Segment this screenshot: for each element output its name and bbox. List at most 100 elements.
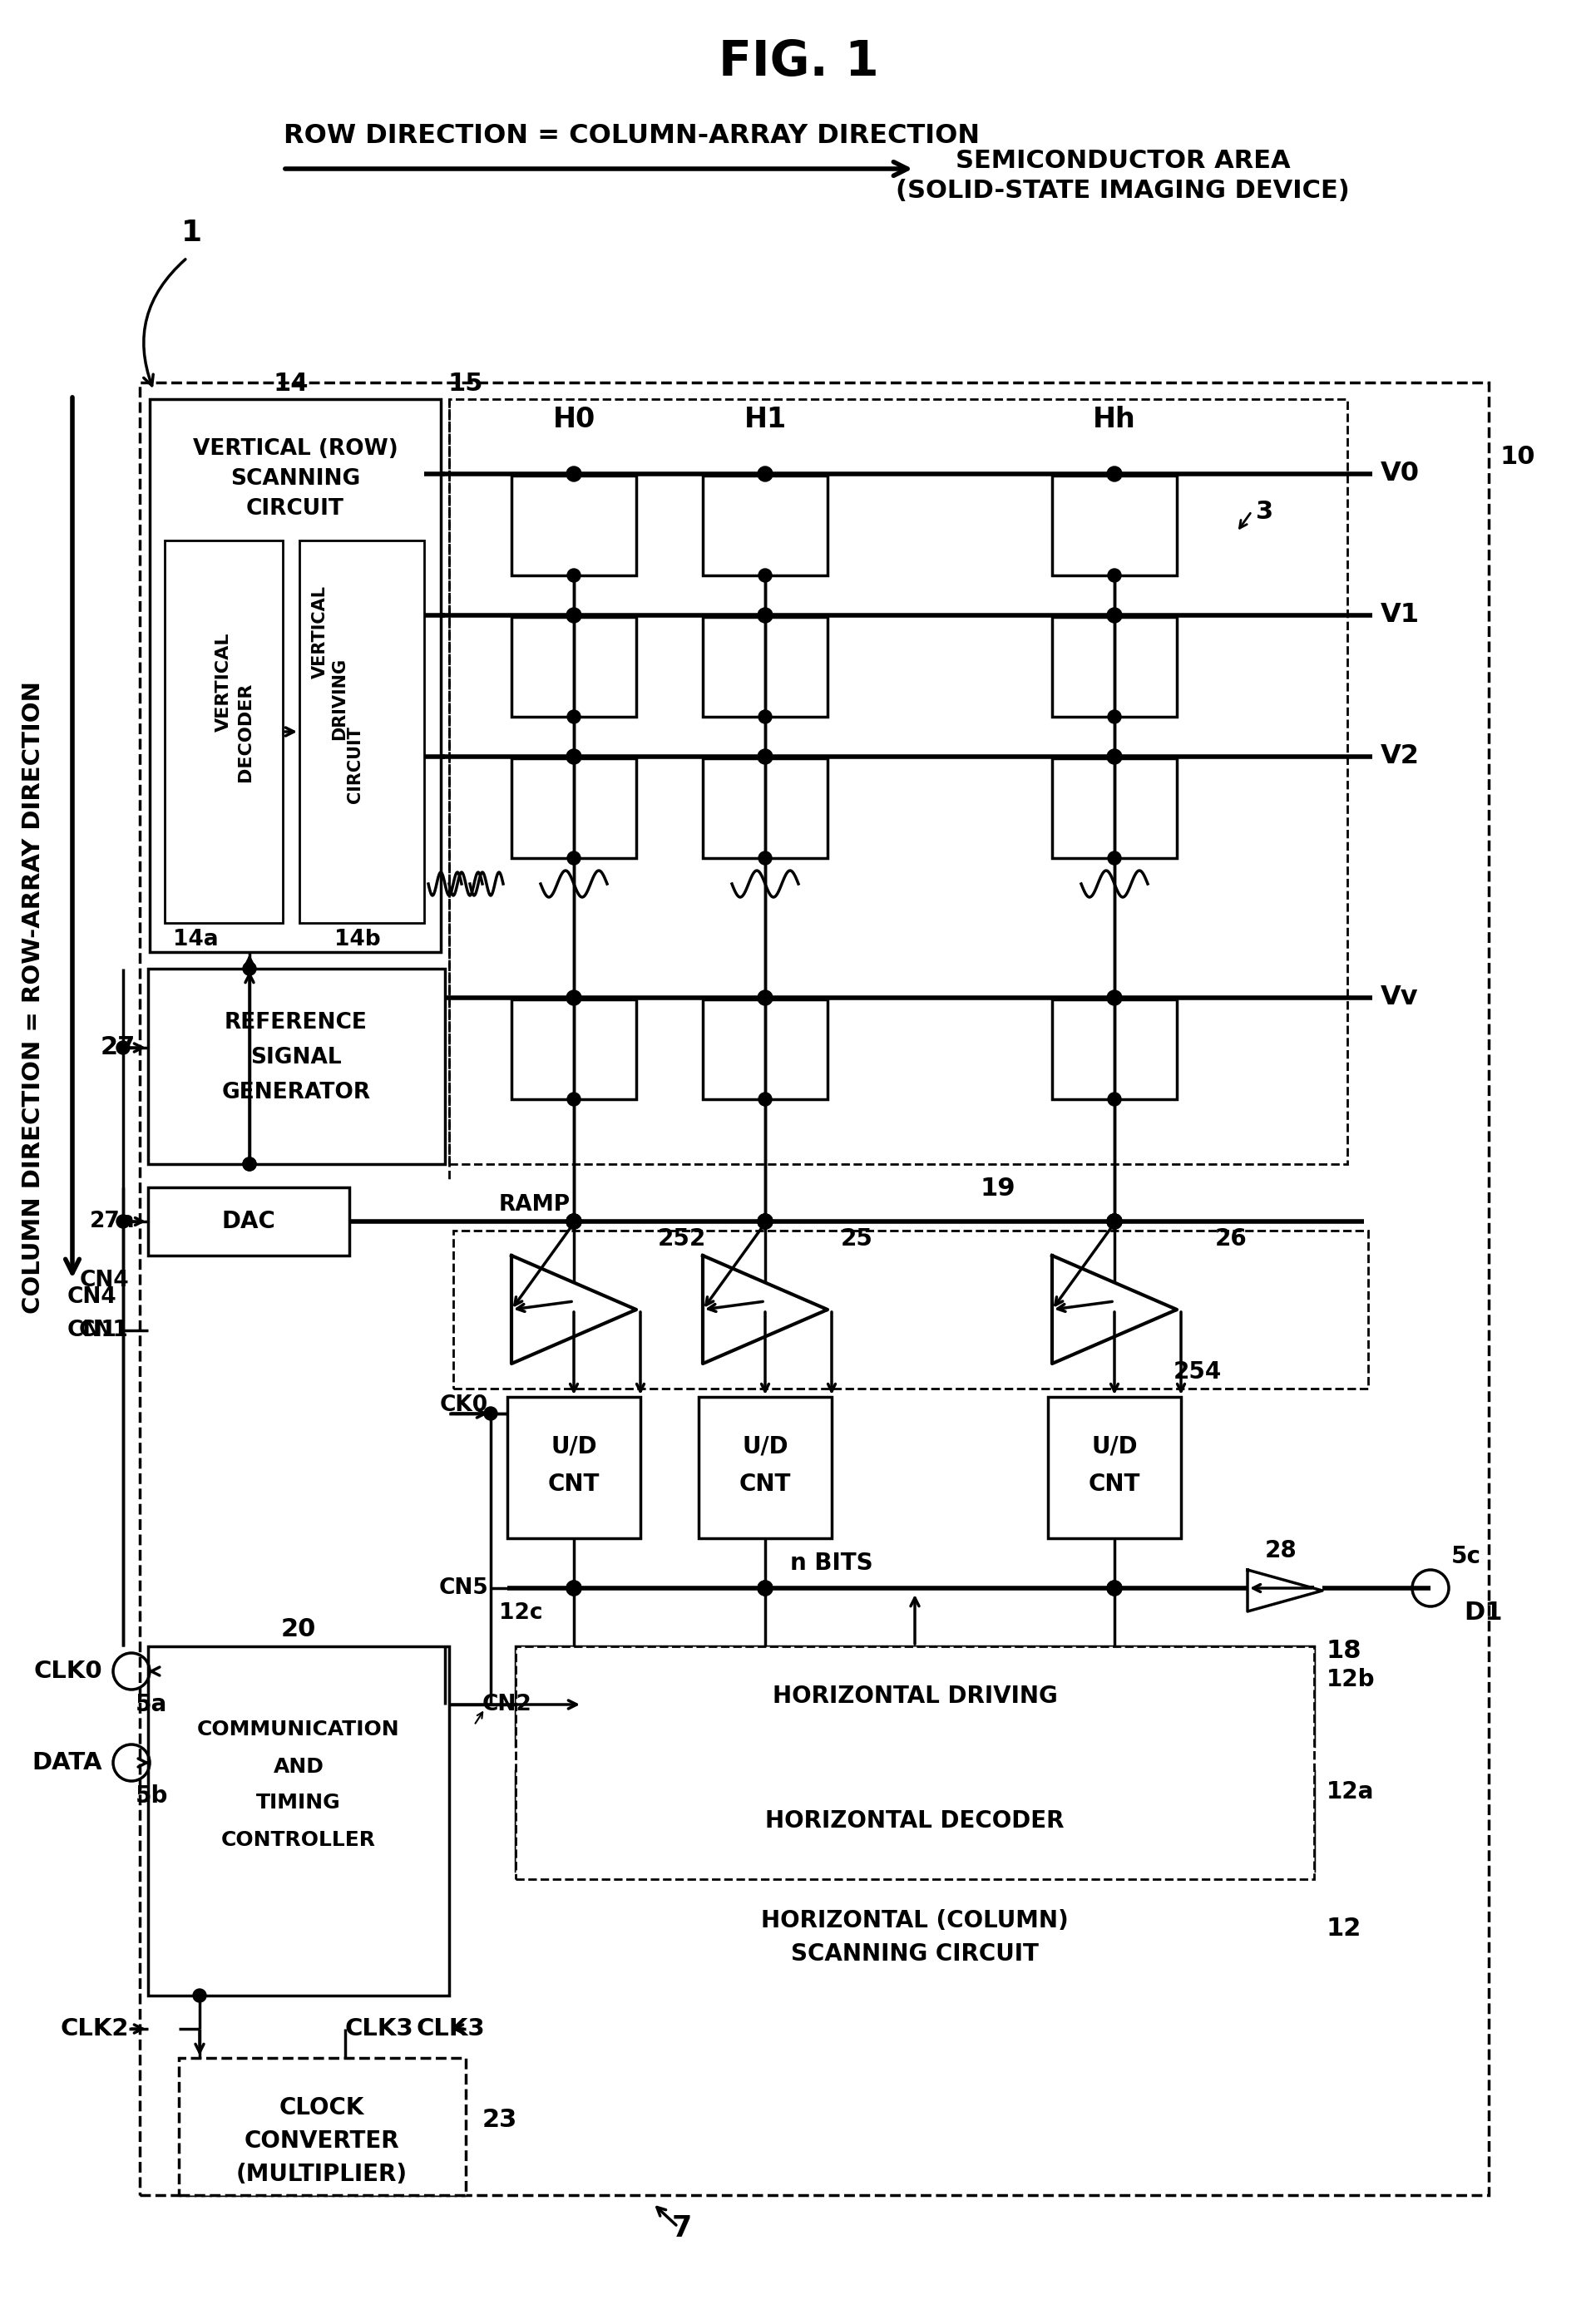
Bar: [699, 1397, 832, 1538]
Text: 5a: 5a: [136, 1692, 168, 1715]
Circle shape: [758, 711, 772, 723]
Text: 12a: 12a: [1326, 1780, 1374, 1803]
Bar: [148, 1188, 350, 1255]
Bar: [1049, 1397, 1181, 1538]
Text: TIMING: TIMING: [257, 1792, 342, 1813]
Bar: [516, 1645, 1314, 1880]
Bar: [164, 541, 282, 923]
Polygon shape: [702, 1255, 827, 1364]
Text: DATA: DATA: [32, 1750, 102, 1776]
Circle shape: [1108, 609, 1122, 623]
Bar: [702, 999, 827, 1099]
Text: 254: 254: [1173, 1360, 1223, 1383]
Circle shape: [758, 467, 772, 481]
Circle shape: [758, 1213, 772, 1229]
Text: CONVERTER: CONVERTER: [244, 2129, 399, 2152]
Circle shape: [1108, 748, 1122, 765]
Circle shape: [567, 990, 581, 1006]
Text: Hh: Hh: [1093, 407, 1136, 435]
Circle shape: [193, 1989, 206, 2003]
Text: CNT: CNT: [1088, 1473, 1141, 1497]
Text: 14: 14: [273, 372, 308, 395]
Circle shape: [1108, 711, 1120, 723]
Bar: [453, 1232, 1368, 1387]
Circle shape: [1108, 851, 1120, 865]
Polygon shape: [1052, 1255, 1176, 1364]
Circle shape: [567, 711, 581, 723]
Text: (MULTIPLIER): (MULTIPLIER): [236, 2164, 407, 2187]
Bar: [511, 616, 637, 716]
Circle shape: [484, 1406, 498, 1420]
Bar: [511, 999, 637, 1099]
Text: RAMP: RAMP: [500, 1195, 571, 1215]
Circle shape: [758, 1580, 772, 1597]
Text: 12b: 12b: [1326, 1669, 1376, 1692]
Circle shape: [758, 990, 772, 1006]
Text: COLUMN DIRECTION = ROW-ARRAY DIRECTION: COLUMN DIRECTION = ROW-ARRAY DIRECTION: [22, 681, 45, 1313]
Text: 15: 15: [448, 372, 484, 395]
Text: CN4: CN4: [67, 1285, 117, 1308]
Circle shape: [567, 1580, 581, 1597]
Circle shape: [243, 1157, 257, 1171]
Circle shape: [758, 609, 772, 623]
Text: 252: 252: [658, 1227, 705, 1250]
Circle shape: [758, 1092, 772, 1106]
Text: CN4: CN4: [80, 1269, 129, 1292]
Text: 28: 28: [1264, 1538, 1298, 1562]
Text: 19: 19: [980, 1176, 1015, 1202]
Circle shape: [1108, 1213, 1122, 1229]
Text: CLK3: CLK3: [417, 2017, 485, 2040]
Text: H0: H0: [552, 407, 595, 435]
Text: CK0: CK0: [440, 1394, 488, 1415]
Circle shape: [243, 962, 257, 976]
Circle shape: [117, 1215, 129, 1227]
Text: 27a: 27a: [89, 1211, 136, 1232]
Bar: [179, 2059, 466, 2196]
Text: 3: 3: [1256, 500, 1274, 523]
Text: SCANNING CIRCUIT: SCANNING CIRCUIT: [792, 1943, 1039, 1966]
Polygon shape: [511, 1255, 637, 1364]
Bar: [516, 1771, 1314, 1871]
Bar: [702, 758, 827, 858]
Text: HORIZONTAL DRIVING: HORIZONTAL DRIVING: [772, 1685, 1058, 1708]
Circle shape: [1108, 1580, 1122, 1597]
Circle shape: [1108, 467, 1122, 481]
Bar: [516, 1645, 1314, 1745]
Text: DAC: DAC: [222, 1211, 276, 1234]
Text: AND: AND: [273, 1757, 324, 1778]
Circle shape: [758, 569, 772, 581]
Circle shape: [567, 609, 581, 623]
Text: D1: D1: [1464, 1601, 1502, 1624]
Circle shape: [758, 1213, 772, 1229]
Bar: [448, 400, 1347, 1164]
Text: CNT: CNT: [739, 1473, 792, 1497]
Text: 12c: 12c: [500, 1601, 543, 1624]
Circle shape: [758, 1213, 772, 1229]
Text: DECODER: DECODER: [238, 681, 254, 781]
Circle shape: [1108, 1213, 1122, 1229]
Text: V0: V0: [1381, 460, 1420, 486]
Bar: [1052, 758, 1176, 858]
Circle shape: [243, 1157, 257, 1171]
Text: SCANNING: SCANNING: [230, 467, 361, 490]
Circle shape: [567, 1213, 581, 1229]
Text: CLK3: CLK3: [345, 2017, 413, 2040]
Text: 14b: 14b: [335, 930, 381, 951]
Text: (SOLID-STATE IMAGING DEVICE): (SOLID-STATE IMAGING DEVICE): [895, 179, 1350, 202]
Text: 5c: 5c: [1451, 1545, 1481, 1569]
Bar: [511, 476, 637, 576]
Text: 5b: 5b: [136, 1785, 168, 1808]
Text: CLK0: CLK0: [34, 1659, 102, 1683]
Text: U/D: U/D: [742, 1436, 788, 1459]
Circle shape: [567, 1580, 581, 1597]
Text: 23: 23: [482, 2108, 517, 2133]
Text: Vv: Vv: [1381, 985, 1419, 1011]
Text: 25: 25: [841, 1227, 873, 1250]
Text: 20: 20: [281, 1618, 316, 1641]
Text: VERTICAL: VERTICAL: [311, 586, 329, 679]
Text: CNT: CNT: [547, 1473, 600, 1497]
Bar: [148, 969, 445, 1164]
Text: 18: 18: [1326, 1638, 1361, 1662]
Text: 27: 27: [101, 1037, 136, 1060]
Text: CIRCUIT: CIRCUIT: [246, 497, 345, 521]
